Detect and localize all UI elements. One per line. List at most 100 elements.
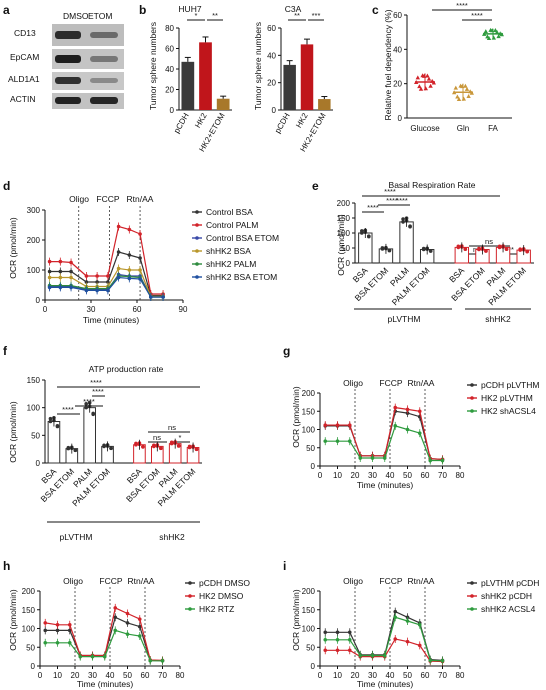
g-data-point <box>323 423 328 427</box>
e-data-point <box>463 247 468 251</box>
h-y-tick-label: 0 <box>31 662 36 671</box>
h-x-tick-label: 60 <box>141 671 150 680</box>
d-data-point <box>116 224 121 229</box>
g-legend-label: HK2 pLVTHM <box>481 393 533 403</box>
d-data-point <box>95 288 99 293</box>
subtitle-huh7: HUH7 <box>178 4 201 14</box>
g-data-point <box>382 456 387 460</box>
c-data-point <box>456 97 462 102</box>
d-data-point <box>127 253 132 257</box>
d-data-point <box>58 259 63 264</box>
sig-label: * <box>195 11 198 20</box>
f-data-point <box>73 448 78 452</box>
d-data-point <box>127 268 132 272</box>
c-data-point <box>464 86 470 91</box>
f-cat-label: BSA ETOM <box>39 466 77 504</box>
g-x-tick-label: 50 <box>403 471 412 480</box>
d-inj-oligo: Oligo <box>69 194 89 204</box>
c-data-point <box>486 35 492 40</box>
c-data-point <box>455 94 460 99</box>
e-data-point <box>421 246 426 251</box>
h-legend-marker <box>188 594 192 598</box>
i-x-tick-label: 80 <box>456 671 465 680</box>
d-legend-label: shHK2 BSA <box>206 246 251 256</box>
g-data-point <box>358 456 363 460</box>
blot-strip-ald1a1 <box>52 72 124 90</box>
i-data-point <box>440 658 445 663</box>
i-data-point <box>323 637 328 642</box>
g-legend-marker <box>470 396 474 400</box>
b-c3a-bar <box>283 64 296 110</box>
panel-letter-a: a <box>3 3 10 17</box>
i-x-tick-label: 30 <box>368 671 377 680</box>
h-data-point <box>78 654 83 659</box>
d-legend-marker <box>195 249 199 253</box>
c-y-tick-label: 20 <box>393 80 402 89</box>
h-data-point <box>148 658 153 663</box>
d-data-point <box>138 232 142 236</box>
g-ylabel: OCR (pmol/min) <box>291 386 301 448</box>
d-data-point <box>127 276 132 281</box>
i-data-point <box>323 630 328 635</box>
f-y-tick-label: 50 <box>31 431 40 440</box>
f-group-plvthm: pLVTHM <box>60 532 93 542</box>
d-data-point <box>58 275 63 280</box>
e-y-tick-label: 50 <box>341 244 350 253</box>
f-data-point <box>152 443 156 448</box>
western-blot: DMSO ETOM CD13 EpCAM ALD1A1 ACTIN <box>8 11 124 109</box>
i-legend-marker <box>470 594 474 598</box>
blot-row-epcam: EpCAM <box>10 52 39 62</box>
d-data-point <box>138 268 142 272</box>
h-inj-fccp: FCCP <box>99 576 122 586</box>
g-inj-oligo: Oligo <box>343 378 363 388</box>
g-data-point <box>347 439 352 443</box>
h-data-point <box>113 606 118 610</box>
blot-col-dmso: DMSO <box>63 11 89 21</box>
f-data-point <box>169 440 174 445</box>
subtitle-c3a: C3A <box>285 4 302 14</box>
e-data-point <box>484 249 488 253</box>
h-data-point <box>43 628 48 633</box>
f-data-point <box>48 419 53 424</box>
c-data-point <box>483 29 488 34</box>
e-group-plvthm: pLVTHM <box>388 314 421 324</box>
i-data-point <box>323 648 328 653</box>
c-y-tick-label: 60 <box>393 11 402 20</box>
d-data-point <box>106 280 110 284</box>
blot-band <box>55 77 81 84</box>
d-data-point <box>47 285 52 290</box>
blot-band <box>90 56 118 62</box>
i-data-point <box>393 637 398 641</box>
e-data-point <box>504 247 509 251</box>
c-significance: **** **** <box>432 1 492 21</box>
d-x-tick-label: 30 <box>87 305 96 314</box>
e-data-point <box>387 248 392 253</box>
i-x-tick-label: 0 <box>318 671 323 680</box>
e-y-tick-label: 0 <box>346 259 351 268</box>
g-x-tick-label: 0 <box>318 471 323 480</box>
i-inj-rtnaa: Rtn/AA <box>408 576 435 586</box>
g-legend-label: HK2 shACSL4 <box>481 406 536 416</box>
d-data-point <box>138 277 142 281</box>
h-data-point <box>55 622 60 627</box>
e-data-point <box>401 220 405 224</box>
d-ylabel: OCR (pmol/min) <box>8 217 18 279</box>
sig-label: **** <box>367 203 379 212</box>
b-c3a-bar <box>318 99 331 110</box>
i-x-tick-label: 10 <box>333 671 342 680</box>
i-x-tick-label: 50 <box>403 671 412 680</box>
f-y-tick-label: 100 <box>27 404 41 413</box>
i-data-point <box>393 615 398 620</box>
b-huh7-y-tick-label: 40 <box>165 65 174 74</box>
i-y-tick-label: 100 <box>302 625 316 634</box>
i-data-point <box>347 630 352 635</box>
c-data-point <box>426 76 432 81</box>
g-data-point <box>370 456 375 460</box>
f-data-point <box>194 447 199 451</box>
i-data-point <box>347 648 352 653</box>
h-data-point <box>125 611 130 616</box>
e-group-shhk2: shHK2 <box>485 314 511 324</box>
g-x-tick-label: 10 <box>333 471 342 480</box>
f-cat-label: BSA ETOM <box>124 466 162 504</box>
i-data-point <box>405 639 410 644</box>
